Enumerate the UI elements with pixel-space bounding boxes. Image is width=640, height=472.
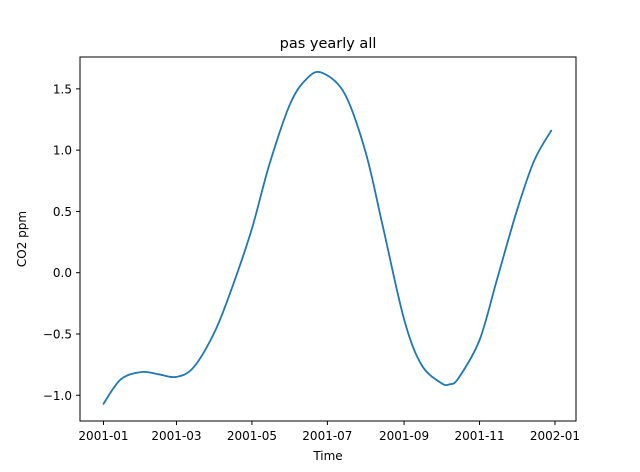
x-tick-label: 2002-01	[530, 429, 580, 443]
x-tick-label: 2001-11	[454, 429, 504, 443]
y-tick-label: 0.5	[53, 205, 72, 219]
x-axis-label: Time	[312, 449, 342, 463]
x-axis: 2001-01 2001-03 2001-05 2001-07 2001-09 2001-…	[78, 421, 580, 443]
y-tick-label: 0.0	[53, 266, 72, 280]
y-axis-label: CO2 ppm	[15, 211, 29, 267]
x-tick-label: 2001-01	[78, 429, 128, 443]
y-tick-label: 1.5	[53, 82, 72, 96]
y-tick-label: −1.0	[43, 389, 72, 403]
chart-title: pas yearly all	[280, 36, 377, 52]
x-tick-label: 2001-09	[379, 429, 429, 443]
series-line-0	[102, 70, 553, 405]
plot-frame	[79, 56, 577, 422]
x-tick-label: 2001-03	[151, 429, 201, 443]
x-tick-label: 2001-07	[302, 429, 352, 443]
y-axis: −1.0 −0.5 0.0 0.5 1.0 1.5	[43, 82, 80, 403]
y-tick-label: 1.0	[53, 144, 72, 158]
y-tick-label: −0.5	[43, 327, 72, 341]
series-layer	[102, 70, 553, 405]
x-tick-label: 2001-05	[227, 429, 277, 443]
